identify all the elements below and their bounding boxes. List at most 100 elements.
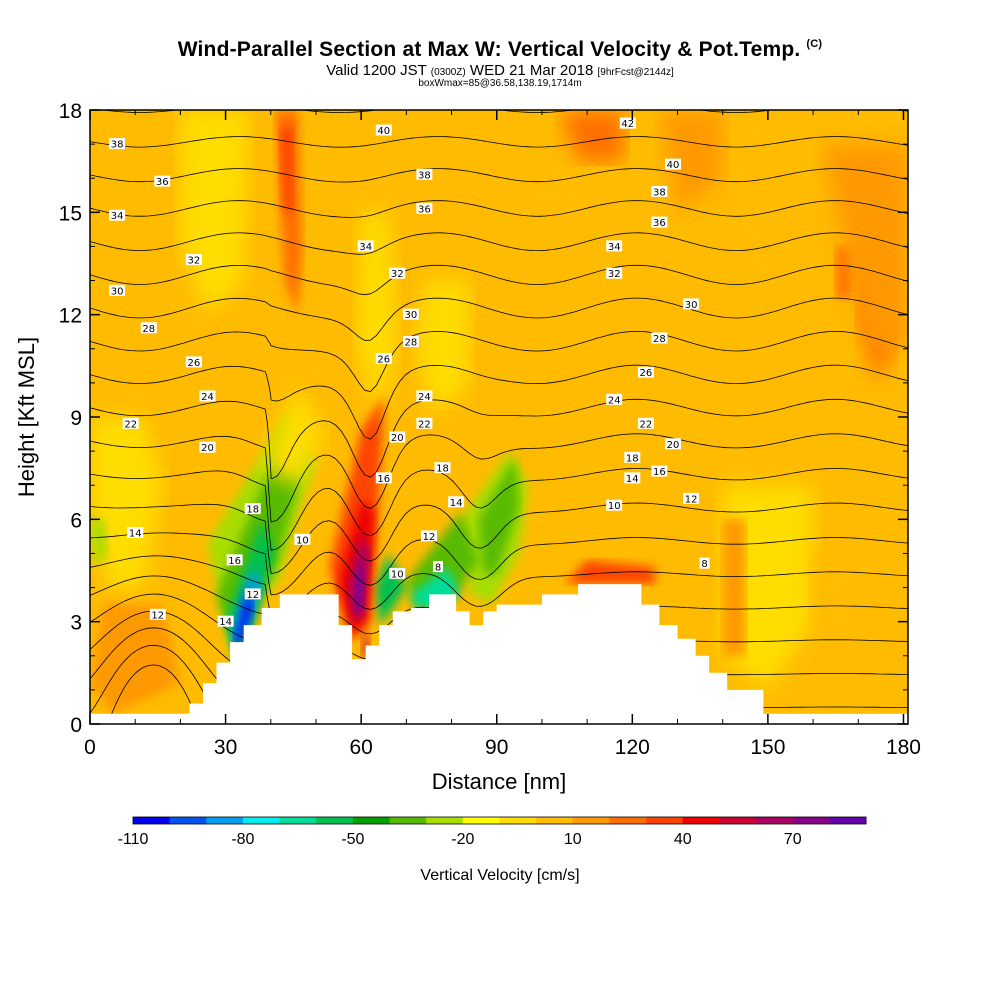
colorbar-swatch <box>792 817 830 824</box>
colorbar-label: Vertical Velocity [cm/s] <box>420 867 579 884</box>
theta-label-text: 16 <box>377 474 390 485</box>
theta-label-text: 8 <box>701 559 707 570</box>
theta-label-text: 16 <box>653 467 666 478</box>
theta-label: 40 <box>665 158 681 171</box>
theta-label-text: 28 <box>653 334 666 345</box>
theta-label: 26 <box>375 353 392 366</box>
theta-label-text: 20 <box>391 433 404 444</box>
theta-label: 12 <box>244 588 261 601</box>
theta-label: 12 <box>421 530 437 543</box>
velocity-band <box>90 519 109 568</box>
theta-label-text: 20 <box>201 443 214 454</box>
x-tick-label: 90 <box>485 736 508 759</box>
x-tick-label: 150 <box>750 736 785 759</box>
theta-label-text: 32 <box>608 269 621 280</box>
theta-label-bg <box>637 366 654 378</box>
theta-label-text: 18 <box>626 453 639 464</box>
colorbar-swatch <box>499 817 537 824</box>
colorbar-swatch <box>206 817 244 824</box>
theta-label: 26 <box>637 366 654 379</box>
theta-label: 28 <box>402 336 419 349</box>
theta-label-bg <box>244 588 261 600</box>
theta-label: 36 <box>416 202 433 215</box>
x-tick-label: 30 <box>214 736 237 759</box>
theta-label-text: 28 <box>142 324 155 335</box>
colorbar-swatch <box>756 817 794 824</box>
velocity-band <box>356 212 398 417</box>
colorbar-tick-label: 70 <box>784 831 802 848</box>
theta-label: 32 <box>185 254 202 267</box>
theta-label: 18 <box>244 503 261 516</box>
theta-label-bg <box>606 240 623 252</box>
theta-label-bg <box>199 441 216 453</box>
theta-label-text: 26 <box>377 355 390 366</box>
colorbar-tick-label: -20 <box>451 831 474 848</box>
theta-contour-line <box>90 136 908 148</box>
colorbar-swatch <box>609 817 647 824</box>
theta-label-text: 40 <box>667 160 680 171</box>
theta-label: 8 <box>699 557 710 570</box>
theta-label: 38 <box>109 138 126 151</box>
theta-label: 24 <box>606 393 623 406</box>
theta-label: 16 <box>651 465 668 478</box>
theta-contour-line <box>90 168 908 183</box>
colorbar-swatch <box>389 817 427 824</box>
theta-contour-line <box>90 468 908 551</box>
theta-label: 32 <box>606 267 623 280</box>
chart-subtitle-line2: boxWmax=85@36.58,138.19,1714m <box>418 78 582 89</box>
theta-label: 20 <box>665 438 681 451</box>
colorbar-tick-label: 40 <box>674 831 692 848</box>
colorbar-swatch <box>646 817 684 824</box>
theta-label-text: 38 <box>418 170 431 181</box>
theta-label: 30 <box>683 298 700 311</box>
theta-contour-line <box>90 232 908 255</box>
theta-label-bg <box>665 438 681 450</box>
theta-label: 22 <box>122 417 139 430</box>
theta-label-text: 36 <box>653 218 666 229</box>
x-axis-label: Distance [nm] <box>432 769 567 794</box>
theta-label-text: 34 <box>111 211 124 222</box>
theta-label-text: 28 <box>405 338 418 349</box>
colorbar-swatch <box>719 817 757 824</box>
theta-label-text: 42 <box>621 119 634 130</box>
theta-label-bg <box>199 390 216 402</box>
theta-label-bg <box>619 117 636 129</box>
theta-label: 24 <box>416 390 433 403</box>
theta-label: 34 <box>606 240 623 253</box>
theta-label-text: 10 <box>391 569 404 580</box>
theta-label-bg <box>416 390 433 402</box>
theta-label-bg <box>683 492 700 504</box>
terrain-mask <box>90 584 908 724</box>
theta-label-text: 36 <box>418 204 431 215</box>
theta-label: 34 <box>357 240 374 253</box>
theta-label-text: 14 <box>219 617 232 628</box>
theta-label-bg <box>389 267 406 279</box>
colorbar-swatch <box>352 817 390 824</box>
colorbar-swatch <box>572 817 610 824</box>
theta-label-bg <box>651 216 668 228</box>
theta-label-bg <box>389 431 406 443</box>
theta-label-bg <box>699 557 710 569</box>
theta-label-text: 16 <box>228 556 241 567</box>
theta-label-text: 40 <box>377 126 390 137</box>
theta-label: 14 <box>217 615 234 628</box>
velocity-band <box>354 560 365 615</box>
theta-label: 40 <box>375 124 392 137</box>
theta-label-bg <box>294 533 311 545</box>
colorbar-swatch <box>279 817 317 824</box>
theta-label-bg <box>402 308 419 320</box>
velocity-band <box>406 512 479 608</box>
velocity-band <box>813 553 868 656</box>
theta-label: 32 <box>389 267 406 280</box>
chart-title: Wind-Parallel Section at Max W: Vertical… <box>177 38 823 61</box>
theta-label-bg <box>416 202 433 214</box>
y-tick-label: 12 <box>59 305 82 328</box>
theta-label-text: 30 <box>405 310 418 321</box>
theta-label-text: 12 <box>423 532 436 543</box>
theta-label-bg <box>448 496 465 508</box>
theta-label-bg <box>606 267 623 279</box>
theta-label-text: 24 <box>418 392 431 403</box>
theta-label: 34 <box>109 209 126 222</box>
theta-label-bg <box>149 608 166 620</box>
